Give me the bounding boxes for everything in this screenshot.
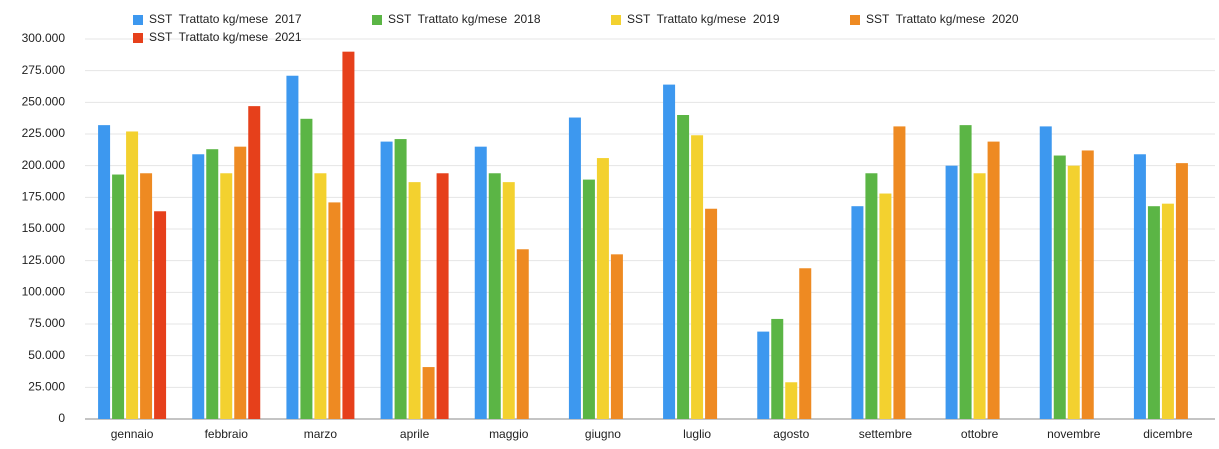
bar (234, 146, 247, 419)
y-tick-label: 0 (58, 411, 65, 425)
legend-label: SST Trattato kg/mese 2017 (149, 12, 302, 26)
y-tick-label: 175.000 (22, 190, 66, 204)
bar (436, 173, 449, 419)
x-tick-label: dicembre (1143, 427, 1193, 441)
bar (328, 202, 341, 419)
bar (1081, 150, 1094, 419)
bar (1147, 206, 1160, 419)
x-tick-label: agosto (773, 427, 809, 441)
bar (757, 331, 770, 419)
bar (596, 158, 609, 420)
bar (785, 382, 798, 419)
legend-swatch (611, 15, 621, 25)
bar (865, 173, 878, 419)
x-tick-label: febbraio (205, 427, 249, 441)
legend-swatch (850, 15, 860, 25)
bar (516, 249, 529, 419)
x-tick-label: novembre (1047, 427, 1101, 441)
bar (677, 115, 690, 419)
bar (1161, 203, 1174, 419)
bar (488, 173, 501, 419)
bar (568, 117, 581, 420)
bar (422, 367, 435, 419)
bar (502, 182, 515, 419)
bar (945, 165, 958, 419)
bar (314, 173, 327, 419)
x-tick-label: luglio (683, 427, 711, 441)
bar (154, 211, 167, 419)
bar (771, 318, 784, 419)
bar (1039, 126, 1052, 420)
legend-label: SST Trattato kg/mese 2020 (866, 12, 1019, 26)
bar (959, 125, 972, 419)
x-tick-label: gennaio (111, 427, 154, 441)
x-tick-label: aprile (400, 427, 430, 441)
bar (98, 125, 111, 419)
x-tick-label: ottobre (961, 427, 999, 441)
legend-label: SST Trattato kg/mese 2019 (627, 12, 780, 26)
bar (408, 182, 421, 419)
bar (1175, 163, 1188, 419)
legend-label: SST Trattato kg/mese 2018 (388, 12, 541, 26)
bar (342, 51, 355, 420)
y-tick-label: 75.000 (28, 316, 65, 330)
bar (126, 131, 139, 419)
y-tick-label: 50.000 (28, 348, 65, 362)
legend-label: SST Trattato kg/mese 2021 (149, 30, 302, 44)
y-tick-label: 25.000 (28, 380, 65, 394)
bar (300, 118, 313, 420)
bar (691, 135, 704, 419)
y-tick-label: 225.000 (22, 126, 66, 140)
bar (112, 174, 125, 419)
bar (705, 208, 718, 419)
y-tick-label: 125.000 (22, 253, 66, 267)
bar (474, 146, 487, 419)
bar (893, 126, 906, 420)
x-tick-label: giugno (585, 427, 621, 441)
bar (380, 141, 393, 419)
x-tick-label: settembre (859, 427, 913, 441)
bar (192, 154, 205, 419)
bar (987, 141, 1000, 419)
y-tick-label: 150.000 (22, 221, 66, 235)
bar (206, 149, 219, 419)
bar (879, 193, 892, 419)
legend-swatch (372, 15, 382, 25)
bar (286, 75, 299, 419)
y-tick-label: 275.000 (22, 63, 66, 77)
bar (799, 268, 812, 419)
y-tick-label: 200.000 (22, 158, 66, 172)
bar (582, 179, 595, 419)
legend-swatch (133, 15, 143, 25)
bar (610, 254, 623, 419)
bar (1067, 165, 1080, 419)
legend-swatch (133, 33, 143, 43)
bar (248, 106, 261, 419)
bar (220, 173, 233, 419)
y-tick-label: 100.000 (22, 285, 66, 299)
y-tick-label: 300.000 (22, 31, 66, 45)
bar (1133, 154, 1146, 419)
bar (1053, 155, 1066, 420)
bar (140, 173, 153, 419)
bar (851, 206, 864, 419)
x-tick-label: maggio (489, 427, 529, 441)
x-tick-label: marzo (304, 427, 338, 441)
bar (394, 139, 407, 420)
bar (663, 84, 676, 419)
y-tick-label: 250.000 (22, 95, 66, 109)
bar (973, 173, 986, 419)
